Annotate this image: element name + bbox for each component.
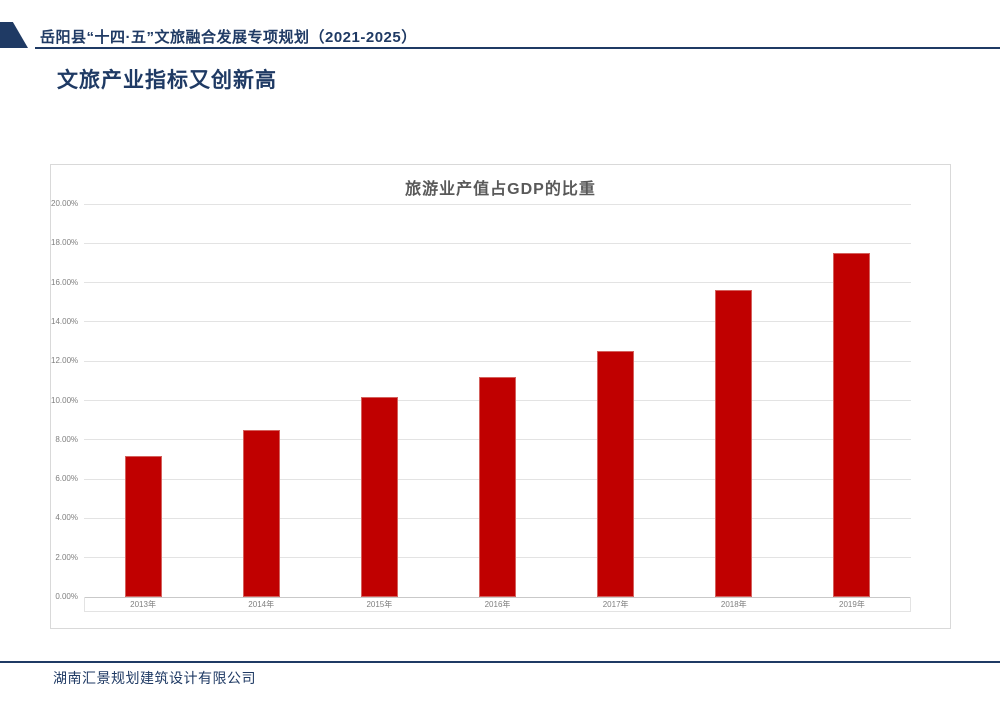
x-axis-label-2015年: 2015年: [366, 600, 393, 609]
x-axis-label-2019年: 2019年: [839, 600, 865, 609]
y-axis-label-4: 4.00%: [55, 513, 78, 523]
x-axis-label-2018年: 2018年: [720, 600, 747, 609]
bar-2017年: [597, 351, 635, 597]
y-axis-label-0: 0.00%: [55, 592, 78, 601]
footer-company: 湖南汇景规划建筑设计有限公司: [53, 670, 256, 686]
gridline-16: [84, 282, 911, 284]
y-axis-label-16: 16.00%: [51, 277, 79, 287]
x-axis-label-2013年: 2013年: [130, 600, 156, 609]
bar-2015年: [360, 396, 398, 597]
x-axis-label-2016年: 2016年: [484, 600, 511, 609]
bar-2014年: [242, 429, 280, 597]
y-axis-label-14: 14.00%: [51, 316, 79, 326]
bar-2013年: [124, 455, 162, 597]
gridline-0: [84, 596, 911, 598]
y-axis-label-12: 12.00%: [51, 356, 79, 366]
header-title: 岳阳县“十四·五”文旅融合发展专项规划（2021-2025）: [40, 29, 417, 46]
plot-area: 0.00% 2.00% 4.00% 6.00% 8.00% 10.00% 12.00% 14.…: [51, 165, 950, 628]
bar-2018年: [715, 290, 753, 597]
y-axis-label-6: 6.00%: [55, 474, 78, 484]
y-axis-label-2: 2.00%: [55, 552, 78, 562]
gdp-share-bar-chart: 旅游业产值占GDP的比重 0.00% 2.00% 4.00% 6.00% 8.00% 10…: [50, 164, 951, 629]
bar-2016年: [479, 376, 516, 597]
x-axis-strip: [84, 597, 911, 612]
y-axis-label-10: 10.00%: [51, 395, 79, 405]
x-axis-label-2014年: 2014年: [248, 600, 275, 609]
gridline-18: [84, 242, 911, 244]
chart-title: 旅游业产值占GDP的比重: [405, 181, 596, 198]
y-axis-label-8: 8.00%: [55, 434, 78, 444]
x-axis-label-2017年: 2017年: [602, 600, 629, 609]
page-title: 文旅产业指标又创新高: [57, 69, 277, 92]
y-axis-label-20: 20.00%: [51, 199, 79, 208]
header-divider: [35, 47, 1000, 49]
y-axis-label-18: 18.00%: [51, 238, 79, 248]
corner-accent-shape: [0, 22, 28, 48]
gridline-20: [84, 203, 911, 205]
gridline-12: [84, 360, 911, 362]
bar-2019年: [833, 253, 871, 597]
gridline-14: [84, 321, 911, 323]
footer-divider: [0, 661, 1000, 663]
